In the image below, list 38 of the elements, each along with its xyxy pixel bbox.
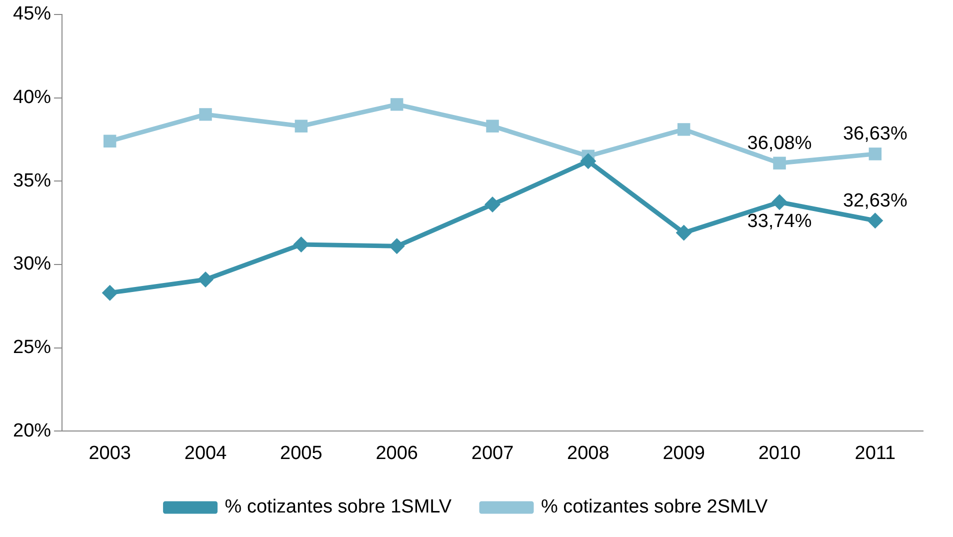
point bbox=[103, 134, 116, 148]
x-tick-label: 2006 bbox=[376, 442, 418, 464]
x-tick-label: 2007 bbox=[471, 442, 514, 464]
point bbox=[867, 212, 884, 229]
point bbox=[486, 120, 499, 132]
point bbox=[293, 236, 310, 252]
data-label: 33,74% bbox=[747, 210, 812, 232]
point bbox=[773, 156, 786, 170]
x-tick-label: 2009 bbox=[662, 442, 705, 464]
point bbox=[484, 196, 501, 212]
x-tick-label: 2005 bbox=[280, 442, 322, 464]
x-tick-label: 2003 bbox=[88, 442, 131, 464]
y-tick-label: 25% bbox=[12, 337, 52, 358]
point bbox=[198, 271, 214, 288]
y-tick-label: 40% bbox=[12, 86, 52, 108]
data-label: 36,08% bbox=[747, 132, 812, 154]
point bbox=[294, 120, 308, 132]
point bbox=[102, 284, 118, 301]
x-tick-label: 2004 bbox=[184, 442, 228, 464]
point bbox=[580, 153, 596, 170]
point bbox=[388, 238, 405, 254]
legend-label: % cotizantes sobre 2SMLV bbox=[541, 496, 768, 518]
point bbox=[390, 98, 404, 111]
y-tick-label: 35% bbox=[12, 170, 52, 192]
y-tick-label: 20% bbox=[12, 420, 52, 442]
point bbox=[199, 108, 212, 121]
y-tick-label: 45% bbox=[12, 4, 52, 25]
y-tick-label: 30% bbox=[12, 254, 52, 275]
point bbox=[868, 148, 882, 160]
legend-label: % cotizantes sobre 1SMLV bbox=[224, 496, 452, 518]
x-tick-label: 2010 bbox=[758, 442, 801, 464]
point bbox=[677, 123, 690, 136]
data-label: 32,63% bbox=[842, 190, 908, 212]
data-label: 36,63% bbox=[842, 124, 908, 145]
point bbox=[772, 194, 788, 210]
x-tick-label: 2011 bbox=[854, 442, 896, 464]
point bbox=[676, 224, 692, 241]
x-tick-label: 2008 bbox=[567, 442, 610, 464]
